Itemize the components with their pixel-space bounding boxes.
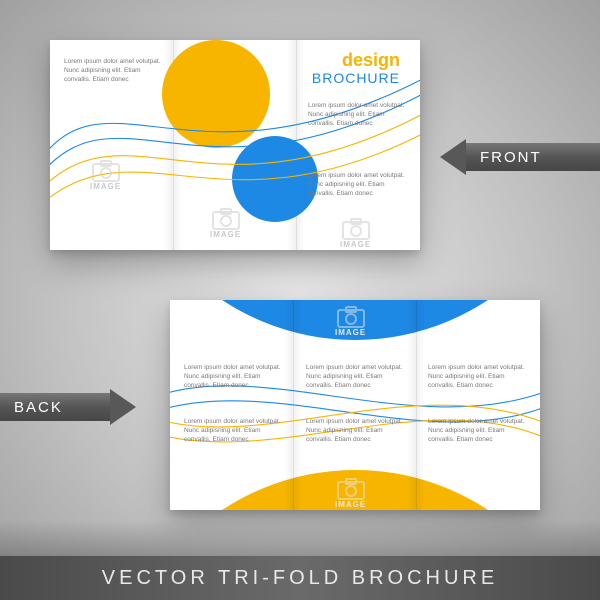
back-arrow: BACK	[0, 390, 136, 424]
front-text-3: Lorem ipsum dolor amet volutpat. Nunc ad…	[308, 172, 408, 198]
front-text-2: Lorem ipsum dolor amet volutpat. Nunc ad…	[308, 102, 408, 128]
placeholder-label: IMAGE	[335, 500, 366, 509]
back-text: Lorem ipsum dolor amet volutpat. Nunc ad…	[306, 418, 406, 444]
back-text: Lorem ipsum dolor amet volutpat. Nunc ad…	[184, 364, 284, 390]
image-placeholder: IMAGE	[335, 306, 366, 337]
front-text-1: Lorem ipsum dolor amet volutpat. Nunc ad…	[64, 58, 164, 84]
placeholder-label: IMAGE	[210, 230, 241, 239]
back-text: Lorem ipsum dolor amet volutpat. Nunc ad…	[428, 364, 528, 390]
back-text: Lorem ipsum dolor amet volutpat. Nunc ad…	[428, 418, 528, 444]
front-arrow: FRONT	[440, 140, 600, 174]
brochure-front: design BROCHURE Lorem ipsum dolor amet v…	[50, 40, 420, 250]
footer-text: VECTOR TRI-FOLD BROCHURE	[102, 567, 498, 590]
arrow-label: BACK	[0, 393, 110, 421]
placeholder-label: IMAGE	[90, 182, 121, 191]
image-placeholder: IMAGE	[335, 478, 366, 509]
arrow-head-icon	[440, 139, 466, 175]
arrow-head-icon	[110, 389, 136, 425]
image-placeholder: IMAGE	[210, 208, 241, 239]
title-brochure: BROCHURE	[312, 70, 400, 86]
image-placeholder: IMAGE	[90, 160, 121, 191]
accent-circle-yellow	[162, 40, 270, 148]
placeholder-label: IMAGE	[335, 328, 366, 337]
arrow-label: FRONT	[466, 143, 600, 171]
placeholder-label: IMAGE	[340, 240, 371, 249]
image-placeholder: IMAGE	[340, 218, 371, 249]
brochure-back: Lorem ipsum dolor amet volutpat. Nunc ad…	[170, 300, 540, 510]
footer-band: VECTOR TRI-FOLD BROCHURE	[0, 556, 600, 600]
accent-circle-blue	[232, 136, 318, 222]
stage: design BROCHURE Lorem ipsum dolor amet v…	[0, 0, 600, 600]
back-text: Lorem ipsum dolor amet volutpat. Nunc ad…	[184, 418, 284, 444]
back-text: Lorem ipsum dolor amet volutpat. Nunc ad…	[306, 364, 406, 390]
title-design: design	[342, 50, 400, 71]
